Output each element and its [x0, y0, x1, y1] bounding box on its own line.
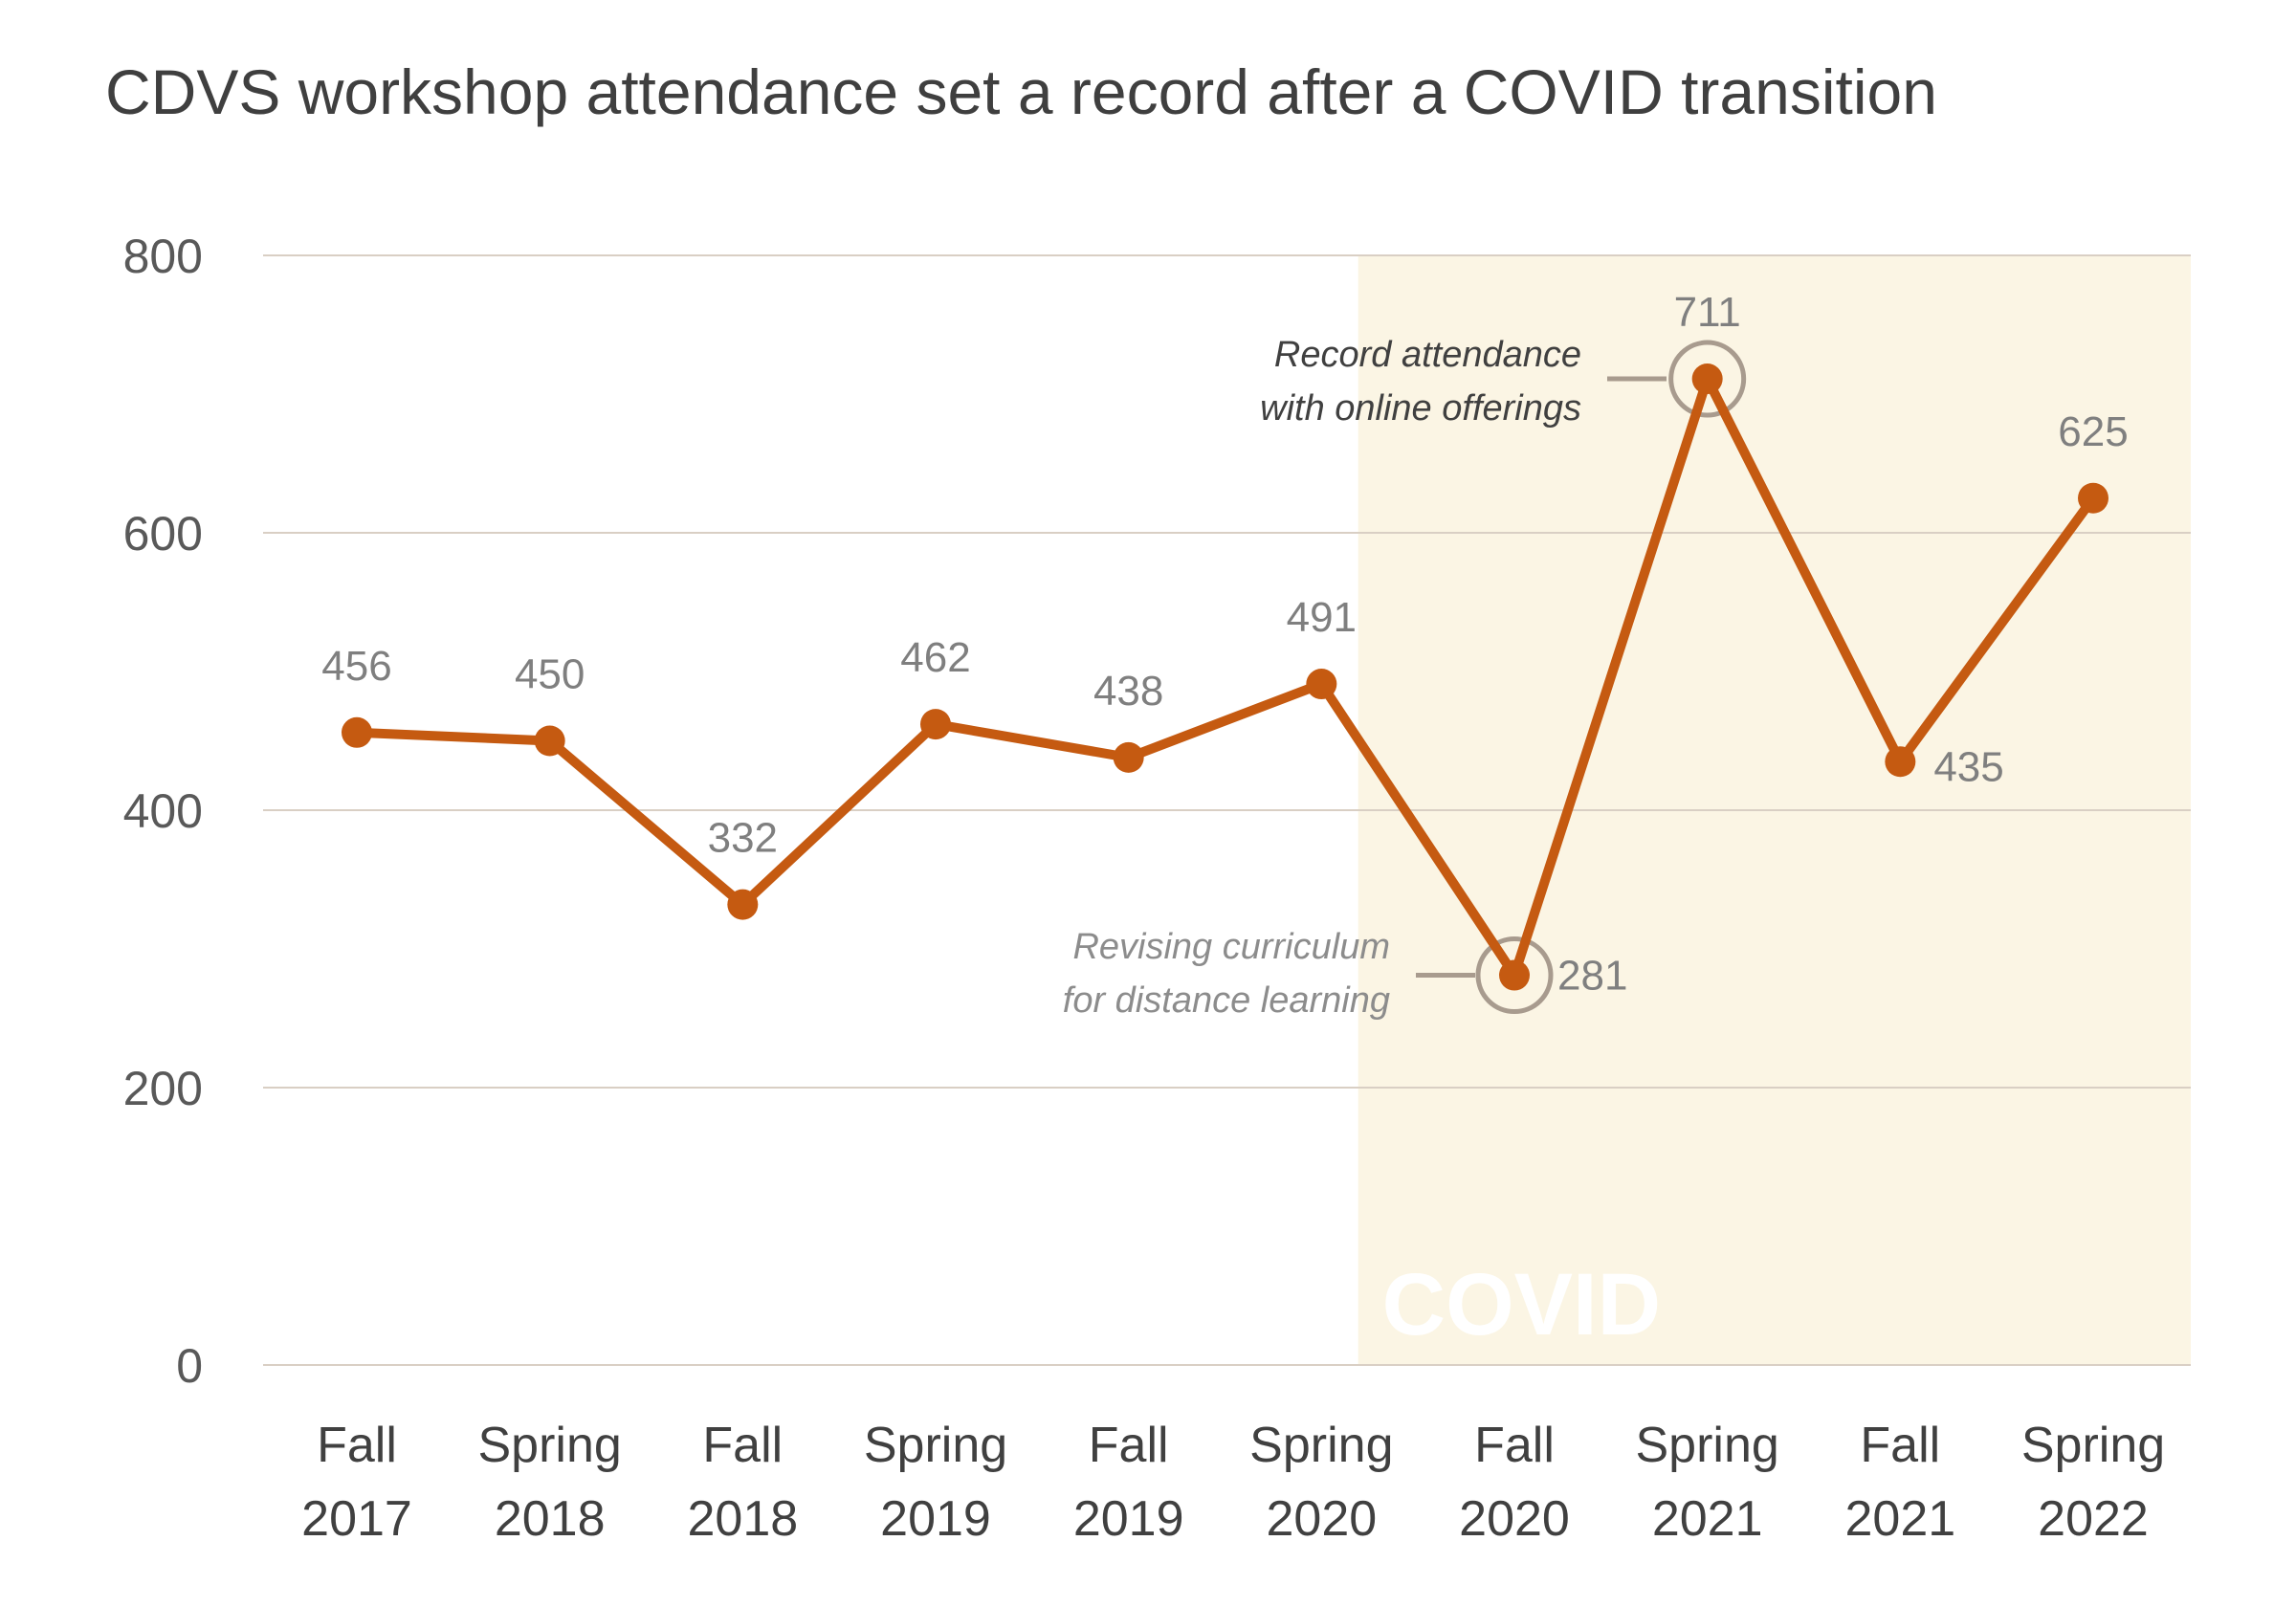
data-point — [920, 709, 951, 740]
data-label: 711 — [1674, 289, 1741, 336]
x-tick-label: 2017 — [301, 1491, 412, 1547]
data-label: 435 — [1933, 743, 2003, 790]
data-points — [342, 363, 2108, 991]
x-tick-label: 2018 — [495, 1491, 606, 1547]
data-label: 438 — [1093, 668, 1163, 715]
annotation-leaders — [1416, 340, 1747, 1015]
x-tick-label: Spring — [1636, 1418, 1779, 1473]
data-point — [1113, 741, 1144, 773]
y-axis: 0 200 400 600 800 — [123, 230, 203, 1393]
y-tick-label: 800 — [123, 230, 203, 283]
data-point — [342, 716, 372, 748]
y-tick-label: 600 — [123, 507, 203, 561]
y-tick-label: 200 — [123, 1062, 203, 1115]
annotation-ring — [1475, 936, 1554, 1015]
x-tick-label: 2018 — [687, 1491, 798, 1547]
x-tick-label: Fall — [317, 1418, 397, 1473]
x-tick-label: Fall — [702, 1418, 783, 1473]
x-tick-label: 2019 — [880, 1491, 991, 1547]
x-tick-label: Spring — [864, 1418, 1007, 1473]
x-tick-label: 2019 — [1073, 1491, 1184, 1547]
annotations: Revising curriculum for distance learning… — [1063, 335, 1581, 1021]
data-label: 281 — [1557, 953, 1627, 1000]
x-tick-label: Spring — [1249, 1418, 1393, 1473]
data-point — [1499, 959, 1530, 991]
x-tick-label: 2020 — [1266, 1491, 1377, 1547]
data-point — [1885, 746, 1916, 778]
series-line — [352, 374, 2098, 980]
data-point — [1691, 363, 1723, 395]
x-tick-label: Fall — [1860, 1418, 1940, 1473]
x-tick-label: 2021 — [1844, 1491, 1955, 1547]
data-label: 456 — [321, 643, 391, 690]
x-tick-label: 2020 — [1459, 1491, 1570, 1547]
y-tick-label: 0 — [176, 1339, 203, 1393]
data-labels: 456 450 332 462 438 491 281 711 435 625 — [321, 289, 2128, 1000]
gridlines — [263, 254, 2191, 1366]
annotation-text: for distance learning — [1063, 980, 1390, 1021]
x-tick-label: Spring — [2021, 1418, 2165, 1473]
x-tick-label: 2022 — [2038, 1491, 2149, 1547]
data-label: 491 — [1287, 594, 1357, 641]
data-label: 332 — [708, 815, 778, 862]
data-point — [727, 889, 759, 920]
annotation-text: Revising curriculum — [1072, 927, 1390, 967]
annotation-text: Record attendance — [1274, 335, 1581, 375]
chart-title: CDVS workshop attendance set a record af… — [105, 56, 1937, 127]
covid-band-label: COVID — [1382, 1256, 1661, 1354]
data-point — [1306, 669, 1337, 700]
y-tick-label: 400 — [123, 784, 203, 838]
data-label: 450 — [515, 651, 585, 698]
x-tick-label: Fall — [1474, 1418, 1555, 1473]
data-label: 625 — [2058, 408, 2128, 455]
x-tick-label: Spring — [478, 1418, 622, 1473]
x-axis: Fall 2017 Spring 2018 Fall 2018 Spring 2019 Fall… — [301, 1418, 2165, 1547]
data-label: 462 — [900, 634, 970, 681]
annotation-ring — [1668, 340, 1747, 418]
data-point — [2078, 482, 2108, 514]
x-tick-label: 2021 — [1652, 1491, 1763, 1547]
data-point — [534, 725, 565, 757]
series-line-layer — [352, 374, 2098, 980]
annotation-text: with online offerings — [1260, 388, 1581, 429]
x-tick-label: Fall — [1089, 1418, 1169, 1473]
